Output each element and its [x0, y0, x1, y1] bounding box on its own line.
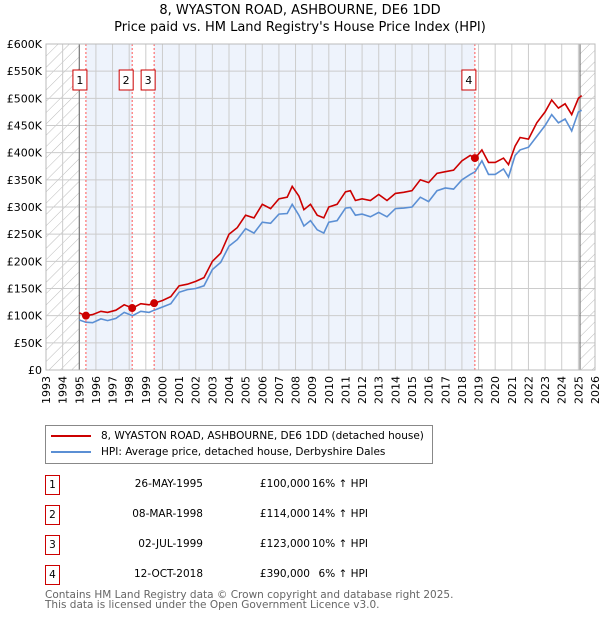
- x-tick-label: 2012: [356, 376, 369, 404]
- legend: 8, WYASTON ROAD, ASHBOURNE, DE6 1DD (det…: [45, 425, 433, 464]
- sale-label-box: [140, 69, 156, 91]
- sale-label: 4: [465, 74, 472, 87]
- x-tick-label: 2017: [439, 376, 452, 404]
- footer-line1: Contains HM Land Registry data © Crown c…: [45, 589, 454, 601]
- transaction-date: 02-JUL-1999: [138, 538, 203, 550]
- transaction-number-badge: 1: [45, 475, 60, 495]
- sale-point: [150, 299, 159, 308]
- x-tick-label: 2013: [373, 376, 386, 404]
- x-tick-label: 2026: [589, 376, 600, 404]
- sale-label: 2: [123, 74, 130, 87]
- y-tick-label: £350K: [7, 174, 43, 187]
- x-tick-label: 1996: [90, 376, 103, 404]
- chart-title: 8, WYASTON ROAD, ASHBOURNE, DE6 1DD: [159, 3, 441, 18]
- sale-point: [128, 304, 137, 313]
- x-tick-label: 2007: [273, 376, 286, 404]
- sale-point: [470, 154, 479, 163]
- x-tick-label: 2004: [223, 376, 236, 404]
- transaction-price: £390,000: [259, 568, 310, 580]
- transaction-hpi-diff: 14% ↑ HPI: [311, 508, 368, 520]
- x-tick-label: 1993: [40, 376, 53, 404]
- x-tick-label: 2009: [306, 376, 319, 404]
- transaction-number-badge: 3: [45, 535, 60, 555]
- sale-label: 3: [145, 74, 152, 87]
- y-tick-label: £450K: [7, 120, 43, 133]
- transaction-date: 12-OCT-2018: [134, 568, 203, 580]
- transaction-price: £123,000: [259, 538, 310, 550]
- footer: Contains HM Land Registry data © Crown c…: [45, 589, 454, 611]
- transaction-date: 26-MAY-1995: [134, 478, 203, 490]
- chart-subtitle: Price paid vs. HM Land Registry's House …: [114, 20, 486, 35]
- x-tick-label: 2022: [522, 376, 535, 404]
- table-row: 3 02-JUL-1999 £123,000 10% ↑ HPI: [45, 535, 445, 555]
- x-tick-label: 2020: [489, 376, 502, 404]
- sale-label-box: [461, 69, 477, 91]
- x-tick-label: 2016: [423, 376, 436, 404]
- hpi-line: [79, 109, 583, 324]
- legend-swatch-red: [51, 435, 91, 437]
- y-tick-label: £300K: [7, 201, 43, 214]
- transaction-hpi-diff: 16% ↑ HPI: [311, 478, 368, 490]
- x-tick-label: 2015: [406, 376, 419, 404]
- transaction-number-badge: 2: [45, 505, 60, 525]
- x-tick-label: 2003: [206, 376, 219, 404]
- x-tick-label: 2021: [506, 376, 519, 404]
- x-tick-label: 1994: [57, 376, 70, 404]
- property-price-line: [78, 94, 583, 317]
- transaction-hpi-diff: 6% ↑ HPI: [318, 568, 368, 580]
- x-tick-label: 2006: [256, 376, 269, 404]
- y-tick-label: £550K: [7, 65, 43, 78]
- plot-border: [45, 43, 596, 371]
- transaction-price: £114,000: [259, 508, 310, 520]
- x-tick-label: 2018: [456, 376, 469, 404]
- y-tick-label: £100K: [7, 310, 43, 323]
- price-chart: 1 2 3 4 1993 1994 1995 1996 1997 1998 1999 2000 2001…: [7, 38, 600, 404]
- y-tick-label: £200K: [7, 255, 43, 268]
- table-row: 4 12-OCT-2018 £390,000 6% ↑ HPI: [45, 565, 445, 585]
- x-tick-label: 2008: [290, 376, 303, 404]
- legend-swatch-blue: [51, 451, 91, 453]
- legend-label: HPI: Average price, detached house, Derb…: [101, 446, 386, 458]
- x-tick-label: 2025: [572, 376, 585, 404]
- transaction-date: 08-MAR-1998: [132, 508, 203, 520]
- sale-point: [81, 311, 90, 320]
- sale-label: 1: [76, 74, 83, 87]
- y-tick-label: £0: [28, 364, 42, 377]
- sale-label-box: [72, 69, 88, 91]
- y-tick-label: £150K: [7, 283, 43, 296]
- x-tick-label: 1995: [73, 376, 86, 404]
- y-tick-label: £250K: [7, 228, 43, 241]
- x-tick-label: 2005: [240, 376, 253, 404]
- y-tick-label: £600K: [7, 38, 43, 51]
- y-tick-label: £500K: [7, 92, 43, 105]
- x-tick-label: 2024: [556, 376, 569, 404]
- x-tick-label: 2011: [339, 376, 352, 404]
- x-tick-label: 2014: [389, 376, 402, 404]
- sale-label-box: [118, 69, 134, 91]
- y-tick-label: £50K: [14, 337, 43, 350]
- x-tick-label: 2019: [473, 376, 486, 404]
- x-tick-label: 2001: [173, 376, 186, 404]
- x-tick-label: 2010: [323, 376, 336, 404]
- x-tick-label: 1999: [140, 376, 153, 404]
- transaction-price: £100,000: [259, 478, 310, 490]
- legend-item-property: 8, WYASTON ROAD, ASHBOURNE, DE6 1DD (det…: [51, 430, 424, 442]
- table-row: 1 26-MAY-1995 £100,000 16% ↑ HPI: [45, 475, 445, 495]
- transaction-number-badge: 4: [45, 565, 60, 585]
- table-row: 2 08-MAR-1998 £114,000 14% ↑ HPI: [45, 505, 445, 525]
- legend-item-hpi: HPI: Average price, detached house, Derb…: [51, 446, 385, 458]
- x-tick-label: 2000: [156, 376, 169, 404]
- x-tick-label: 1998: [123, 376, 136, 404]
- x-tick-label: 2023: [539, 376, 552, 404]
- y-tick-label: £400K: [7, 147, 43, 160]
- footer-line2: This data is licensed under the Open Gov…: [45, 599, 380, 611]
- transaction-hpi-diff: 10% ↑ HPI: [311, 538, 368, 550]
- x-tick-label: 2002: [190, 376, 203, 404]
- legend-label: 8, WYASTON ROAD, ASHBOURNE, DE6 1DD (det…: [101, 430, 424, 442]
- x-tick-label: 1997: [107, 376, 120, 404]
